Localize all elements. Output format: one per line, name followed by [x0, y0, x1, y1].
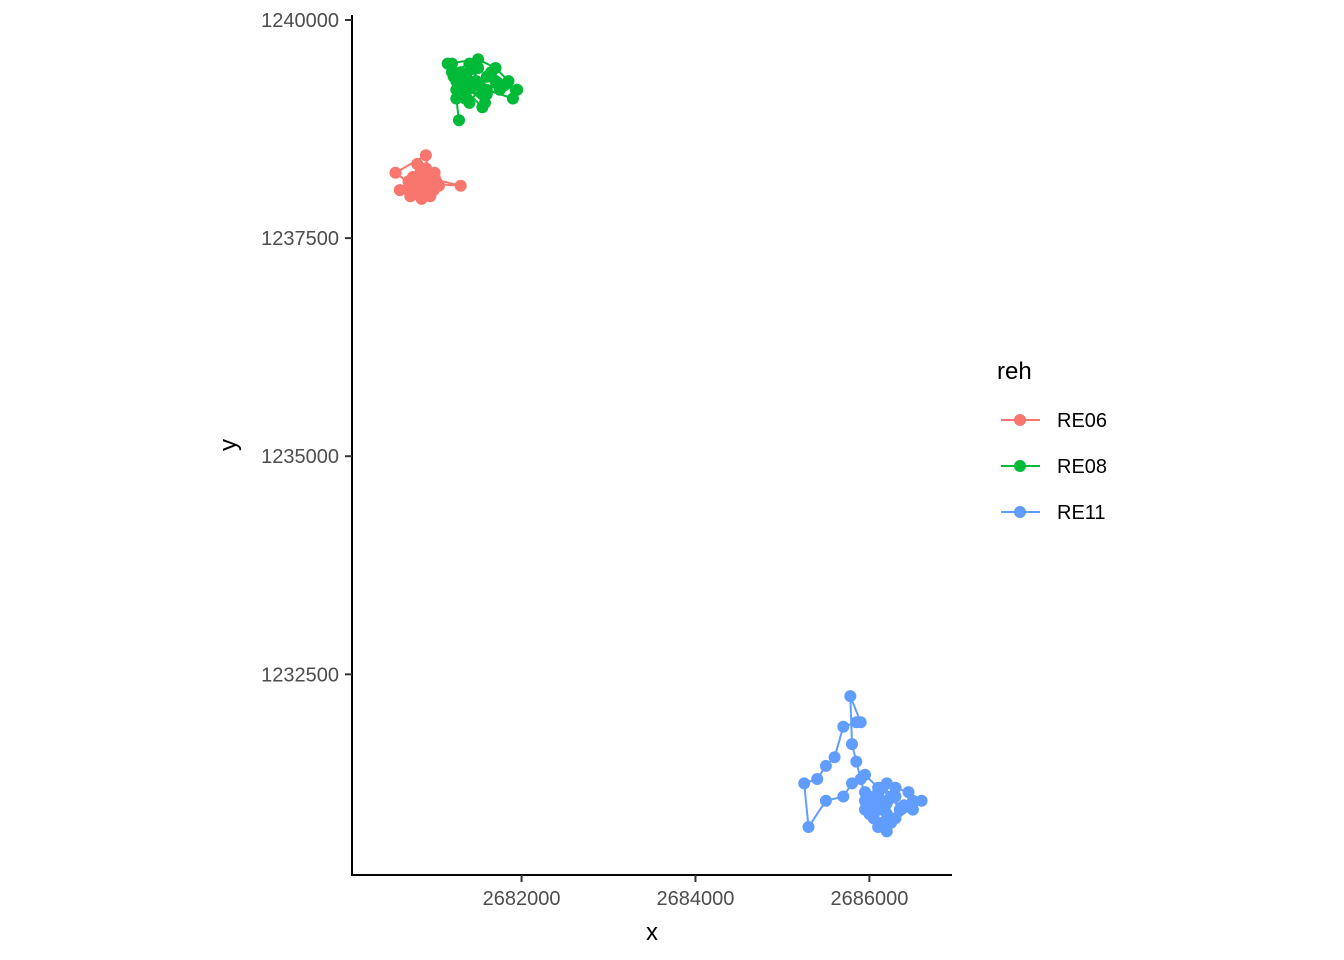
data-point-re11: [846, 738, 858, 751]
data-point-re08: [450, 92, 463, 105]
data-point-re06: [454, 179, 467, 192]
data-point-re11: [850, 755, 863, 768]
legend-label: RE06: [1057, 410, 1107, 432]
legend-item-re11: RE11: [1001, 502, 1106, 524]
data-point-re06: [389, 166, 402, 179]
data-point-re08: [493, 83, 506, 96]
x-tick-label: 2686000: [830, 888, 908, 910]
data-point-re11: [859, 768, 871, 781]
y-tick-label: 1232500: [261, 664, 339, 686]
legend-key-point: [1014, 414, 1026, 426]
data-point-re06: [424, 190, 437, 203]
data-point-re11: [819, 759, 832, 772]
data-point-re08: [489, 62, 502, 74]
data-point-re11: [844, 690, 857, 703]
data-point-re11: [837, 790, 850, 803]
data-point-re06: [419, 149, 432, 162]
data-point-re06: [411, 158, 424, 170]
y-axis-title: y: [215, 439, 242, 451]
data-point-re08: [502, 75, 515, 88]
y-tick-label: 1240000: [261, 10, 339, 32]
y-axis-ticks: 1232500 1235000 1237500 1240000: [261, 10, 352, 686]
legend-item-re06: RE06: [1001, 410, 1107, 432]
data-point-re06: [413, 181, 426, 194]
data-point-re11: [850, 716, 863, 729]
data-point-re11: [802, 821, 815, 833]
x-axis-ticks: 2682000 2684000 2686000: [483, 875, 908, 910]
data-point-re06: [426, 172, 439, 185]
x-axis-title: x: [646, 919, 658, 946]
data-point-re08: [459, 75, 471, 88]
data-point-re08: [473, 79, 486, 92]
legend-title: reh: [997, 358, 1032, 385]
legend-item-re08: RE08: [1001, 456, 1107, 478]
legend-label: RE11: [1057, 502, 1106, 524]
series-re11: [798, 690, 928, 838]
data-point-re11: [819, 794, 832, 807]
legend-key-point: [1014, 460, 1026, 472]
legend-label: RE08: [1057, 456, 1107, 478]
data-point-re11: [828, 751, 841, 764]
data-point-re11: [906, 803, 919, 816]
data-point-re11: [811, 773, 824, 785]
legend-key-point: [1014, 506, 1026, 518]
data-point-re08: [479, 96, 491, 109]
data-point-re11: [889, 812, 902, 825]
series-re06: [389, 149, 467, 205]
data-point-re11: [880, 825, 893, 838]
y-tick-label: 1235000: [261, 446, 339, 468]
data-point-re08: [447, 70, 460, 83]
legend: reh RE06 RE08 RE11: [997, 358, 1107, 524]
data-point-re11: [915, 794, 928, 807]
plot-panel: 2682000 2684000 2686000 1232500 1235000 1237…: [261, 10, 952, 910]
legend-items: RE06 RE08 RE11: [1001, 410, 1107, 524]
y-tick-label: 1237500: [261, 228, 339, 250]
x-tick-label: 2682000: [483, 888, 561, 910]
data-point-re11: [859, 794, 871, 807]
data-point-re08: [453, 114, 465, 127]
data-point-re11: [837, 720, 850, 733]
data-point-re08: [463, 96, 476, 109]
data-point-re06: [393, 184, 406, 197]
data-point-re11: [798, 777, 811, 790]
data-point-re11: [880, 777, 893, 790]
series-layer: [389, 53, 928, 838]
data-point-re11: [902, 786, 915, 799]
data-point-re08: [506, 92, 519, 105]
data-point-re08: [465, 62, 478, 74]
data-point-re11: [863, 807, 876, 820]
series-re08: [441, 53, 524, 127]
x-tick-label: 2684000: [657, 888, 735, 910]
data-point-re11: [846, 777, 858, 790]
